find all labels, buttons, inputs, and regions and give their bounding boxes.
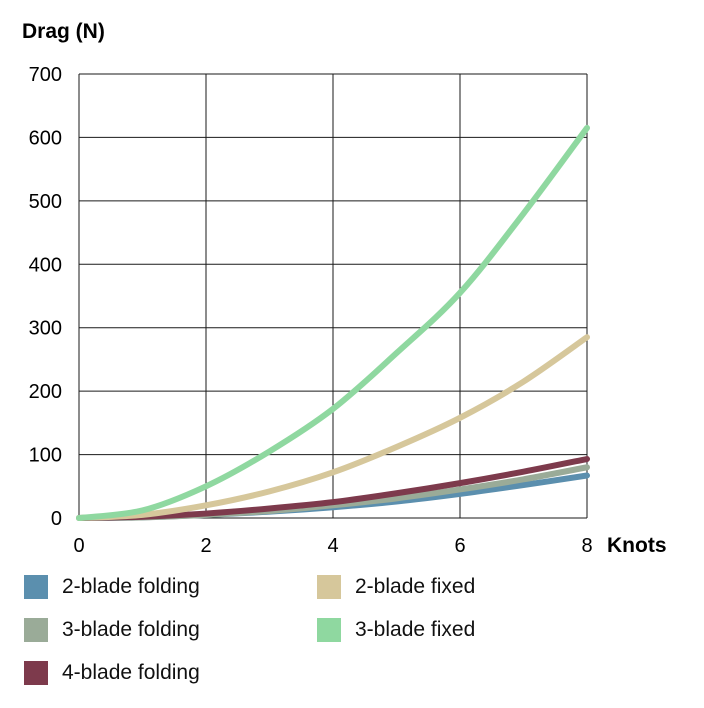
- series-line-3-blade-fixed: [76, 124, 590, 521]
- y-tick-label: 300: [29, 318, 62, 340]
- x-tick-label: 0: [73, 535, 84, 557]
- y-tick-label: 400: [29, 254, 62, 276]
- y-tick-label: 0: [51, 508, 62, 530]
- grid: [78, 73, 588, 519]
- x-tick-label: 6: [454, 535, 465, 557]
- series-line-2-blade-fixed: [76, 334, 590, 521]
- y-axis-label: Drag (N): [22, 20, 105, 43]
- x-tick-label: 4: [327, 535, 338, 557]
- series-lines: [76, 124, 590, 521]
- y-tick-label: 500: [29, 191, 62, 213]
- series-line-4-blade-folding: [76, 456, 590, 521]
- x-tick-label: 8: [581, 535, 592, 557]
- y-tick-label: 200: [29, 381, 62, 403]
- y-ticks: 0 100 200 300 400 500 600 700: [29, 64, 62, 530]
- x-tick-label: 2: [200, 535, 211, 557]
- y-tick-label: 700: [29, 64, 62, 86]
- x-axis-label: Knots: [607, 534, 667, 557]
- y-tick-label: 100: [29, 445, 62, 467]
- y-tick-label: 600: [29, 127, 62, 149]
- x-ticks: 0 2 4 6 8: [73, 535, 592, 557]
